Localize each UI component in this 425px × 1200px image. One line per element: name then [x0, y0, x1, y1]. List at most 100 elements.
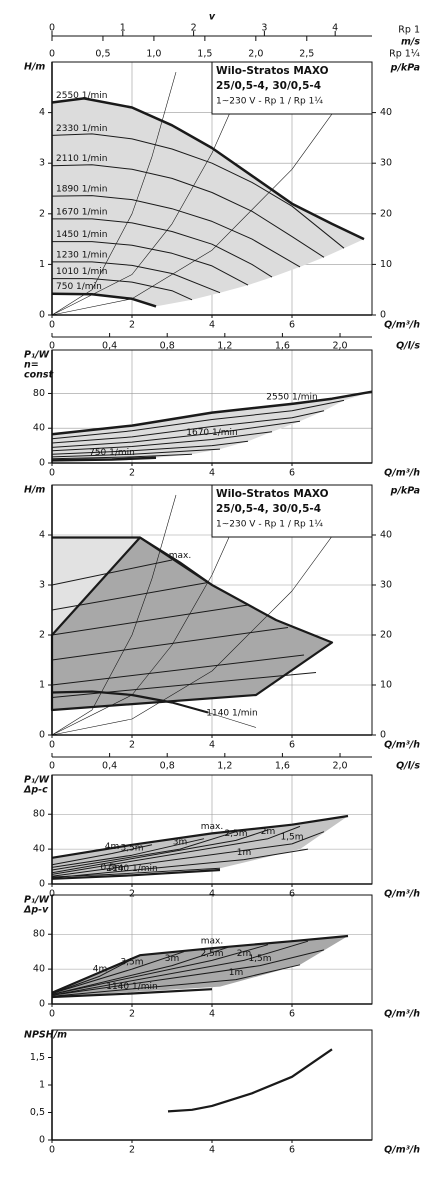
curve [51, 71, 249, 316]
curve [51, 954, 141, 994]
y2-tick-label: 10 [380, 259, 392, 270]
curve [51, 988, 213, 999]
curve-label: 3,5m [120, 958, 143, 968]
info-text: 1~230 V - Rp 1 / Rp 1¼ [216, 520, 323, 530]
x-tick-label: 2 [129, 740, 135, 751]
scale-tick-label: 2,5 [299, 49, 314, 60]
x-axis-label: Q/m³/h [384, 889, 420, 900]
y-axis-label: Δp-v [23, 905, 49, 916]
y2-tick-label: 20 [380, 630, 392, 641]
y-axis-label: Δp-c [23, 785, 48, 796]
curve [52, 241, 249, 286]
y-tick-label: 0 [39, 879, 45, 890]
y-tick-label: 2 [39, 208, 45, 219]
curve-label: max. [201, 937, 223, 947]
x-axis-label: Q/m³/h [384, 740, 420, 751]
curve [51, 867, 221, 878]
x2-axis-label: Q/l/s [396, 341, 420, 352]
curve [52, 218, 273, 278]
curve-label: 1140 1/min [206, 709, 258, 719]
x-tick-label: 0 [49, 320, 55, 331]
y-tick-label: 80 [33, 388, 45, 399]
y-tick-label: 1 [39, 259, 45, 270]
y-tick-label: 40 [33, 844, 45, 855]
x-tick-label: 0 [49, 889, 55, 900]
x2-tick-label: 0,4 [102, 761, 117, 772]
curve [51, 964, 301, 997]
x2-tick-label: 0,8 [160, 761, 175, 772]
curve [51, 690, 209, 714]
curve [51, 448, 221, 458]
scale-tick-label: 1,0 [146, 49, 161, 60]
x-tick-label: 0 [49, 468, 55, 479]
x-tick-label: 4 [209, 740, 215, 751]
curve [51, 844, 153, 866]
x-tick-label: 4 [209, 1145, 215, 1156]
curve-label: 2550 1/min [266, 392, 318, 402]
info-box [211, 484, 373, 538]
y-axis-label: NPSH/m [24, 1030, 67, 1041]
y-axis-label: const [24, 370, 54, 381]
curve-label: 1890 1/min [56, 185, 108, 195]
curve-label: 3,5m [120, 844, 143, 854]
y-tick-label: 40 [33, 423, 45, 434]
curve [51, 672, 317, 698]
x-tick-label: 6 [289, 889, 295, 900]
scale-tick-label: 1,5 [197, 49, 212, 60]
curve-label: 2,5m [200, 949, 223, 959]
x2-tick-label: 0 [49, 761, 55, 772]
curve-label: 2m [261, 827, 276, 837]
y-tick-label: 0,5 [30, 1107, 45, 1118]
curve [51, 946, 229, 995]
curve [51, 133, 345, 249]
scale-tick-label: 3 [261, 23, 267, 34]
y-axis-label: P₁/W [24, 775, 50, 786]
curve [51, 72, 177, 316]
curve [51, 195, 301, 268]
y-tick-label: 4 [39, 530, 45, 541]
curve-label: 2110 1/min [56, 154, 108, 164]
y-tick-label: 80 [33, 809, 45, 820]
y-tick-label: 3 [39, 158, 45, 169]
curve-label: 1m [229, 968, 244, 978]
y2-tick-label: 20 [380, 208, 392, 219]
range-area [52, 98, 364, 307]
curve-label: 2,5m [224, 829, 247, 839]
y-tick-label: 80 [33, 929, 45, 940]
scale-tick-label: 4 [332, 23, 338, 34]
curve [51, 831, 237, 871]
curve [51, 453, 193, 460]
curve [51, 164, 325, 258]
curve-label: 1670 1/min [186, 428, 238, 438]
curve-label: 1,5m [280, 832, 303, 842]
y2-tick-label: 0 [380, 730, 386, 741]
curve [167, 1048, 333, 1113]
curve-label: 750 1/min [89, 448, 135, 458]
x2-tick-label: 1,6 [275, 341, 290, 352]
scale-unit: m/s [401, 37, 420, 48]
y2-tick-label: 30 [380, 580, 392, 591]
curve [51, 497, 361, 736]
y2-tick-label: 10 [380, 680, 392, 691]
scale-tick-label: 0 [49, 49, 55, 60]
x-tick-label: 6 [289, 1145, 295, 1156]
curve-label: 0,5m [100, 863, 123, 873]
y-tick-label: 1 [39, 680, 45, 691]
x2-tick-label: 1,2 [217, 341, 232, 352]
curve-label: 2m [237, 949, 252, 959]
y-tick-label: 40 [33, 964, 45, 975]
curve-label: max. [169, 551, 191, 561]
x-tick-label: 2 [129, 889, 135, 900]
y-tick-label: 3 [39, 580, 45, 591]
x-axis-label: Q/m³/h [384, 320, 420, 331]
info-text: 25/0,5-4, 30/0,5-4 [216, 80, 321, 92]
y-tick-label: 1,5 [30, 1052, 45, 1063]
scale-tick-label: 1 [120, 23, 126, 34]
curve-label: 1140 1/min [106, 864, 158, 874]
scale-tick-label: 2,0 [248, 49, 263, 60]
y-tick-label: 0 [39, 999, 45, 1010]
y-tick-label: 2 [39, 630, 45, 641]
plot-frame [51, 1029, 373, 1141]
info-box [211, 61, 373, 115]
